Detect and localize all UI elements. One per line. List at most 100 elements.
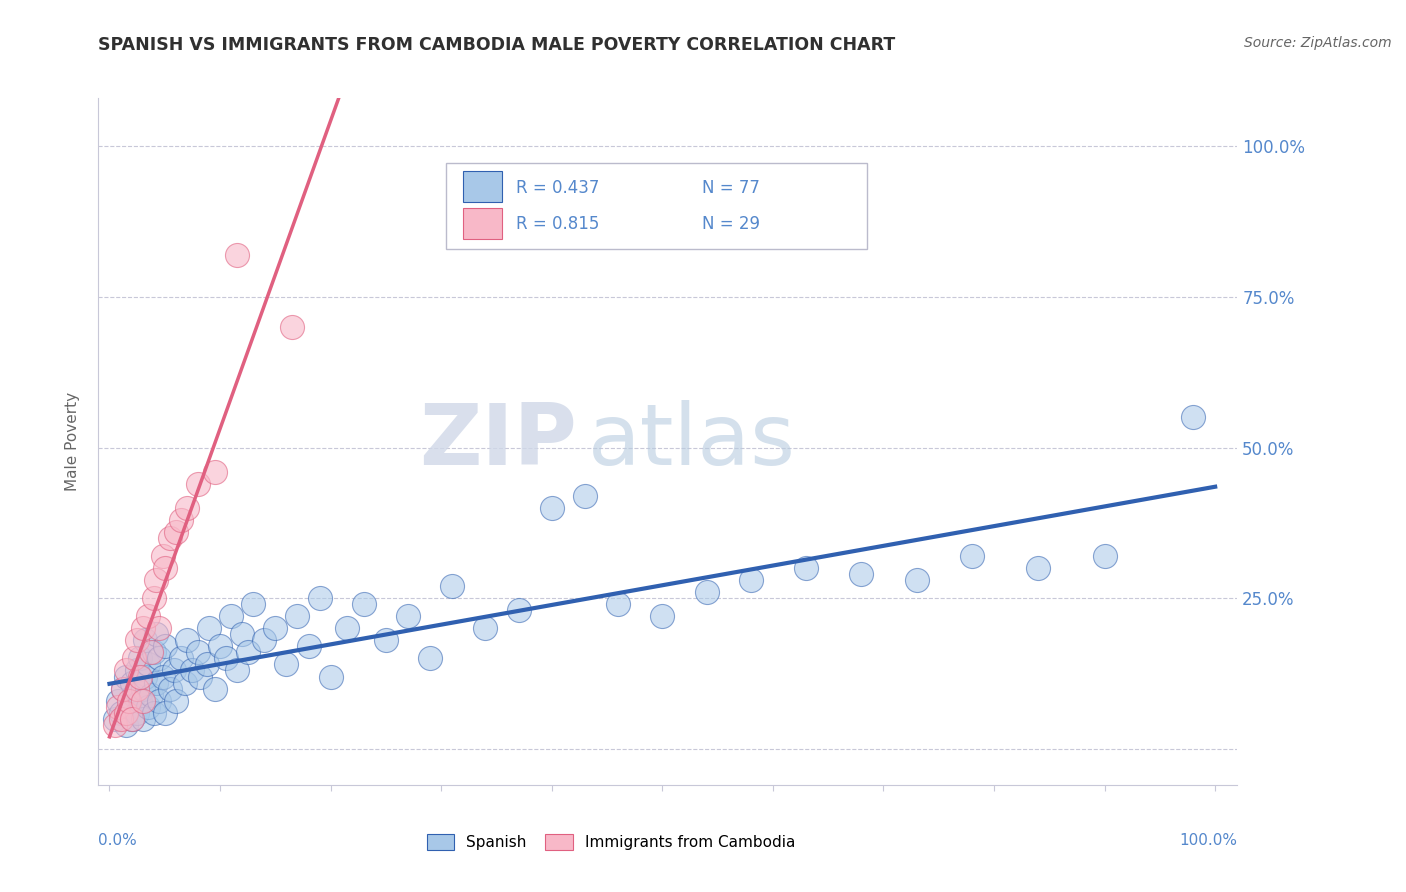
- Point: [253, 633, 276, 648]
- Text: Source: ZipAtlas.com: Source: ZipAtlas.com: [1244, 36, 1392, 50]
- Point: [141, 645, 163, 659]
- Point: [419, 651, 441, 665]
- FancyBboxPatch shape: [463, 170, 502, 202]
- Point: [129, 693, 152, 707]
- Point: [353, 597, 375, 611]
- Text: ZIP: ZIP: [419, 400, 576, 483]
- Point: [319, 669, 342, 683]
- Point: [104, 717, 127, 731]
- Point: [214, 651, 236, 665]
- Point: [204, 681, 226, 696]
- Point: [121, 712, 143, 726]
- Point: [696, 585, 718, 599]
- Point: [141, 688, 163, 702]
- Text: R = 0.437: R = 0.437: [516, 179, 600, 197]
- Point: [165, 524, 187, 539]
- Point: [181, 664, 204, 678]
- Point: [121, 675, 143, 690]
- Point: [115, 717, 138, 731]
- Point: [142, 591, 165, 606]
- Point: [153, 640, 176, 654]
- Point: [152, 669, 174, 683]
- Text: 0.0%: 0.0%: [98, 833, 138, 848]
- Point: [195, 657, 218, 672]
- Point: [145, 573, 167, 587]
- Point: [148, 621, 170, 635]
- Point: [1026, 561, 1049, 575]
- Point: [131, 693, 153, 707]
- Point: [574, 489, 596, 503]
- Point: [131, 621, 153, 635]
- Point: [204, 465, 226, 479]
- Legend: Spanish, Immigrants from Cambodia: Spanish, Immigrants from Cambodia: [420, 828, 801, 856]
- Point: [122, 651, 145, 665]
- Point: [231, 627, 253, 641]
- Point: [153, 561, 176, 575]
- Point: [118, 699, 141, 714]
- Point: [905, 573, 928, 587]
- FancyBboxPatch shape: [446, 163, 868, 249]
- Point: [176, 633, 198, 648]
- Point: [236, 645, 259, 659]
- Point: [474, 621, 496, 635]
- Point: [308, 591, 330, 606]
- Point: [121, 712, 143, 726]
- Point: [651, 609, 673, 624]
- Text: N = 77: N = 77: [702, 179, 759, 197]
- Point: [122, 688, 145, 702]
- Point: [170, 651, 193, 665]
- Point: [148, 651, 170, 665]
- Point: [129, 651, 152, 665]
- Point: [287, 609, 309, 624]
- Point: [297, 640, 319, 654]
- Point: [136, 657, 159, 672]
- Point: [111, 681, 134, 696]
- Point: [129, 669, 152, 683]
- Point: [136, 699, 159, 714]
- Point: [1182, 410, 1205, 425]
- Point: [508, 603, 530, 617]
- Point: [115, 669, 138, 683]
- Point: [131, 712, 153, 726]
- Point: [118, 693, 141, 707]
- Text: 100.0%: 100.0%: [1180, 833, 1237, 848]
- Point: [115, 706, 138, 720]
- Point: [607, 597, 630, 611]
- Point: [1094, 549, 1116, 563]
- Point: [115, 664, 138, 678]
- Point: [127, 681, 149, 696]
- Text: N = 29: N = 29: [702, 215, 761, 233]
- Point: [107, 699, 129, 714]
- Point: [159, 531, 181, 545]
- Point: [276, 657, 298, 672]
- Point: [740, 573, 762, 587]
- Point: [851, 567, 873, 582]
- Point: [152, 549, 174, 563]
- Text: SPANISH VS IMMIGRANTS FROM CAMBODIA MALE POVERTY CORRELATION CHART: SPANISH VS IMMIGRANTS FROM CAMBODIA MALE…: [98, 36, 896, 54]
- Point: [173, 675, 195, 690]
- Point: [153, 706, 176, 720]
- Point: [225, 248, 247, 262]
- Point: [187, 476, 209, 491]
- FancyBboxPatch shape: [463, 208, 502, 239]
- Text: atlas: atlas: [588, 400, 796, 483]
- Point: [134, 669, 156, 683]
- Point: [127, 706, 149, 720]
- Point: [142, 706, 165, 720]
- Point: [281, 320, 304, 334]
- Point: [127, 664, 149, 678]
- Point: [110, 706, 132, 720]
- Point: [960, 549, 983, 563]
- Point: [176, 500, 198, 515]
- Point: [219, 609, 242, 624]
- Point: [145, 627, 167, 641]
- Point: [136, 609, 159, 624]
- Point: [441, 579, 464, 593]
- Point: [107, 693, 129, 707]
- Point: [198, 621, 221, 635]
- Point: [794, 561, 817, 575]
- Point: [134, 633, 156, 648]
- Point: [264, 621, 287, 635]
- Point: [170, 513, 193, 527]
- Point: [209, 640, 232, 654]
